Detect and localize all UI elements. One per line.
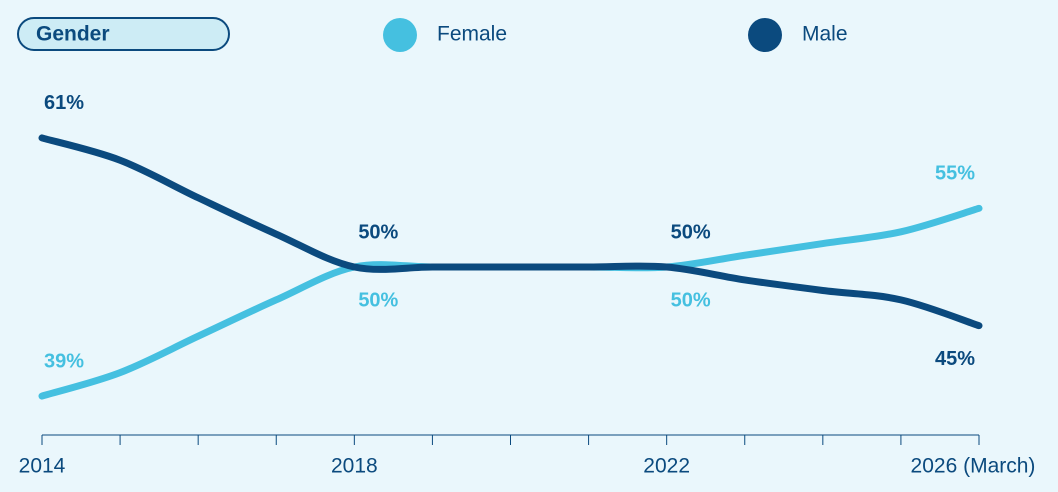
x-tick-label: 2026 (March) (911, 455, 1036, 478)
value-label: 39% (44, 350, 84, 372)
line (38, 204, 983, 400)
x-tick-label: 2014 (19, 455, 66, 478)
value-label: 50% (671, 289, 711, 311)
value-label: 50% (358, 221, 398, 243)
legend-title: Gender (36, 23, 110, 46)
value-label: 61% (44, 92, 84, 114)
line (38, 134, 983, 330)
legend-title-pill (17, 17, 230, 51)
x-tick-label: 2022 (643, 455, 690, 478)
value-label: 55% (935, 163, 975, 185)
legend-swatch (748, 18, 782, 52)
legend-label: Female (437, 23, 507, 46)
value-label: 50% (358, 289, 398, 311)
x-tick-label: 2018 (331, 455, 378, 478)
value-label: 50% (671, 221, 711, 243)
legend-swatch (383, 18, 417, 52)
value-label: 45% (935, 348, 975, 370)
legend-label: Male (802, 23, 848, 46)
